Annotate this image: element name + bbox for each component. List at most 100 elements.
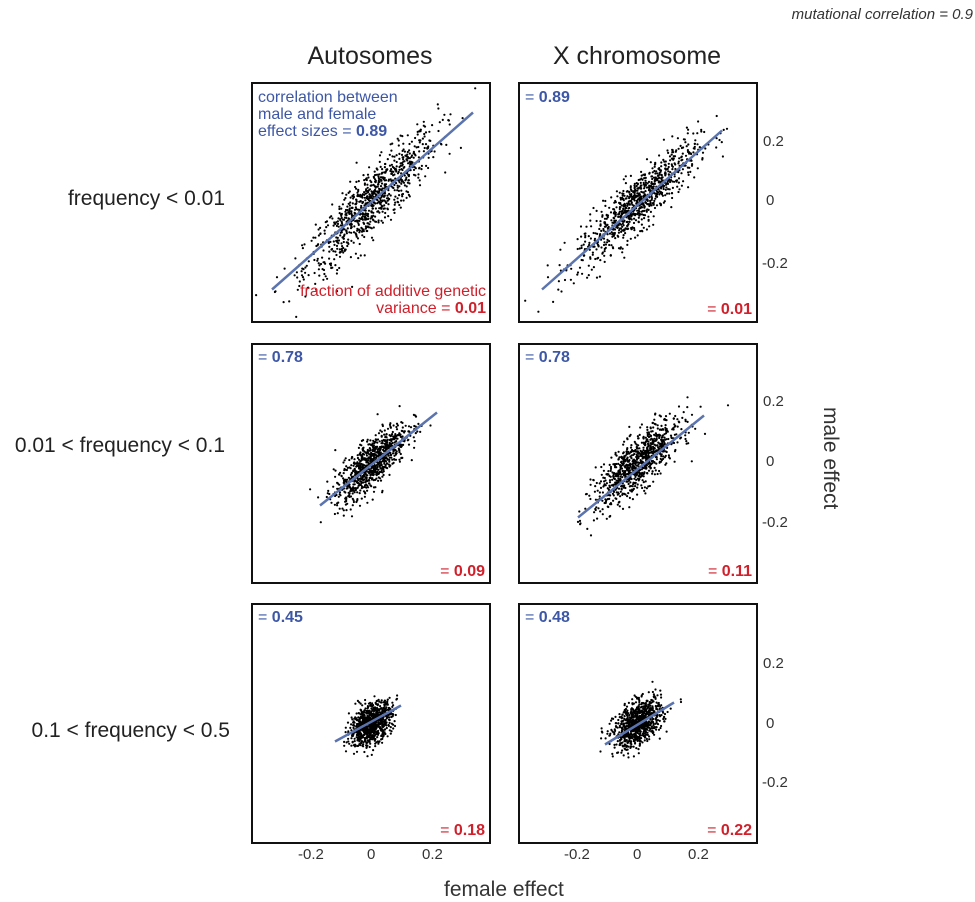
scatter-point	[416, 130, 419, 133]
scatter-point	[650, 196, 654, 200]
scatter-point	[313, 271, 316, 275]
scatter-point	[370, 485, 373, 488]
scatter-point	[380, 430, 383, 433]
scatter-point	[358, 504, 362, 507]
scatter-point	[365, 461, 368, 464]
scatter-point	[602, 243, 606, 247]
scatter-point	[627, 701, 631, 705]
scatter-point	[620, 715, 623, 718]
scatter-point	[620, 488, 623, 491]
scatter-point	[664, 167, 667, 170]
scatter-point	[386, 708, 389, 711]
scatter-point	[388, 164, 392, 167]
scatter-point	[610, 456, 613, 459]
scatter-point	[367, 702, 371, 705]
scatter-point	[692, 132, 695, 135]
scatter-point	[335, 272, 338, 275]
scatter-point	[370, 726, 373, 730]
scatter-point	[586, 527, 589, 531]
scatter-point	[639, 181, 642, 184]
scatter-point	[349, 726, 352, 730]
scatter-point	[612, 247, 615, 250]
scatter-point	[622, 234, 625, 237]
scatter-point	[641, 450, 644, 453]
scatter-point	[381, 442, 384, 445]
scatter-point	[653, 443, 656, 446]
scatter-point	[360, 444, 363, 447]
scatter-point	[351, 741, 354, 744]
scatter-point	[358, 492, 361, 495]
scatter-point	[407, 443, 411, 446]
scatter-point	[395, 440, 398, 443]
scatter-point	[298, 280, 301, 283]
scatter-point	[605, 214, 609, 217]
scatter-point	[624, 197, 627, 200]
scatter-point	[400, 189, 403, 192]
scatter-point	[393, 441, 396, 444]
scatter-point	[314, 236, 317, 239]
scatter-point	[361, 201, 364, 204]
scatter-point	[384, 162, 387, 166]
scatter-point	[662, 717, 665, 721]
scatter-point	[398, 157, 401, 160]
scatter-point	[421, 143, 424, 146]
scatter-point	[391, 165, 394, 168]
scatter-point	[387, 178, 391, 181]
scatter-point	[371, 708, 374, 712]
scatter-point	[645, 210, 648, 213]
scatter-point	[603, 476, 606, 480]
scatter-point	[628, 485, 631, 488]
scatter-point	[589, 483, 592, 486]
scatter-point	[701, 151, 705, 154]
scatter-point	[640, 441, 644, 444]
scatter-point	[319, 232, 322, 235]
scatter-point	[641, 178, 644, 181]
scatter-point	[633, 192, 636, 195]
scatter-point	[600, 465, 603, 469]
scatter-point	[643, 183, 647, 186]
scatter-point	[350, 729, 353, 732]
scatter-point	[405, 176, 408, 179]
scatter-point	[619, 475, 622, 478]
scatter-point	[661, 438, 665, 442]
scatter-point	[302, 278, 305, 281]
scatter-point	[380, 195, 383, 198]
scatter-point	[378, 154, 382, 157]
scatter-point	[381, 424, 384, 428]
scatter-point	[376, 711, 380, 714]
scatter-point	[361, 711, 364, 714]
scatter-point	[685, 126, 689, 129]
scatter-point	[582, 254, 586, 257]
scatter-point	[685, 440, 688, 443]
scatter-point	[338, 248, 341, 251]
scatter-point	[336, 504, 339, 507]
scatter-point	[643, 217, 646, 220]
scatter-point	[653, 418, 656, 421]
scatter-point	[355, 180, 358, 183]
scatter-point	[689, 170, 692, 173]
scatter-point	[360, 204, 363, 208]
scatter-point	[628, 478, 631, 481]
scatter-point	[341, 203, 344, 206]
scatter-point	[691, 163, 694, 166]
scatter-point	[599, 233, 602, 236]
scatter-point	[620, 204, 623, 207]
scatter-point	[642, 446, 645, 449]
scatter-point	[360, 741, 363, 744]
scatter-point	[389, 726, 392, 729]
scatter-point	[295, 315, 298, 318]
scatter-point	[608, 515, 611, 518]
scatter-point	[638, 468, 642, 472]
scatter-point	[570, 267, 573, 270]
scatter-point	[333, 512, 336, 516]
scatter-point	[362, 174, 365, 177]
scatter-point	[651, 171, 654, 174]
scatter-point	[607, 494, 611, 497]
scatter-point	[694, 139, 697, 142]
scatter-point	[377, 454, 380, 457]
scatter-point	[333, 503, 336, 506]
scatter-point	[374, 724, 377, 728]
scatter-point	[651, 430, 654, 433]
scatter-point	[363, 733, 366, 736]
scatter-point	[637, 178, 640, 182]
